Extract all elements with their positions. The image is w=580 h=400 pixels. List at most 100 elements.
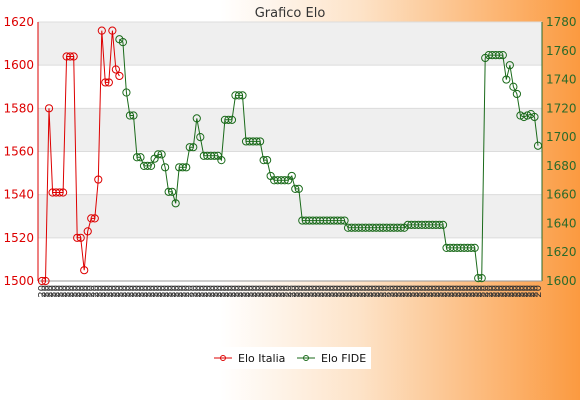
data-point <box>470 243 479 253</box>
x-tick-label: 20 <box>435 285 446 298</box>
x-tick-label: 20 <box>325 285 336 298</box>
x-tick-label: 20 <box>146 285 157 298</box>
x-tick-label: 20 <box>375 285 386 298</box>
x-tick-label: 20 <box>79 285 90 298</box>
data-point <box>474 274 483 283</box>
x-tick-label: 20 <box>361 285 372 298</box>
x-tick-label: 20 <box>65 285 76 298</box>
legend-label: Elo FIDE <box>321 352 366 365</box>
x-tick-label: 20 <box>533 285 544 298</box>
y-right-tick-label: 1760 <box>546 44 577 58</box>
x-tick-label: 20 <box>304 285 315 298</box>
data-point <box>146 161 156 170</box>
x-tick-label: 20 <box>86 285 97 298</box>
x-tick-label: 20 <box>241 285 252 298</box>
data-point <box>519 112 529 122</box>
x-tick-label: 20 <box>392 285 403 298</box>
x-tick-label: 20 <box>181 285 192 298</box>
x-tick-label: 20 <box>157 285 168 298</box>
data-point <box>435 220 444 229</box>
x-tick-label: 20 <box>104 285 115 298</box>
data-point <box>164 187 173 196</box>
data-point <box>495 50 504 60</box>
x-tick-label: 20 <box>403 285 414 298</box>
data-point <box>217 156 226 165</box>
x-tick-label: 20 <box>347 285 358 298</box>
data-point <box>161 163 170 172</box>
x-tick-label: 20 <box>252 285 263 298</box>
x-tick-label: 20 <box>223 285 234 298</box>
y-right-tick-label: 1640 <box>546 216 577 230</box>
x-tick-label: 20 <box>234 285 245 298</box>
x-tick-label: 20 <box>494 285 505 298</box>
data-point <box>255 137 265 146</box>
data-point <box>340 216 349 225</box>
data-point <box>125 111 135 120</box>
data-point <box>182 163 191 172</box>
legend-swatch-marker <box>220 355 226 361</box>
data-point <box>73 233 82 242</box>
x-tick-label: 20 <box>340 285 351 298</box>
data-point <box>129 111 138 120</box>
x-tick-label: 20 <box>41 285 52 298</box>
x-tick-label: 20 <box>301 285 312 298</box>
x-tick-label: 20 <box>153 285 164 298</box>
x-tick-label: 20 <box>174 285 185 298</box>
x-tick-label: 20 <box>83 285 94 298</box>
x-tick-label: 20 <box>322 285 333 298</box>
data-point <box>104 78 113 87</box>
x-tick-label: 20 <box>143 285 154 298</box>
x-tick-label: 20 <box>209 285 220 298</box>
y-right-tick-label: 1600 <box>546 274 577 288</box>
x-tick-label: 20 <box>505 285 516 298</box>
x-tick-label: 20 <box>51 285 62 298</box>
series-0 <box>37 26 124 286</box>
data-point <box>234 91 244 100</box>
legend-label: Elo Italia <box>238 352 285 365</box>
x-tick-label: 20 <box>259 285 270 298</box>
data-point <box>76 233 85 242</box>
x-tick-label: 20 <box>283 285 294 298</box>
x-tick-label: 20 <box>420 285 431 298</box>
x-tick-label: 20 <box>160 285 171 298</box>
x-tick-label: 20 <box>238 285 249 298</box>
x-tick-label: 20 <box>118 285 129 298</box>
x-tick-label: 20 <box>357 285 368 298</box>
grid-band <box>38 108 542 152</box>
x-tick-label: 20 <box>424 285 435 298</box>
y-left-tick-label: 1540 <box>3 188 34 202</box>
data-point <box>55 188 64 197</box>
data-point <box>90 214 99 223</box>
x-tick-label: 20 <box>216 285 227 298</box>
data-point <box>396 223 405 232</box>
plot-area <box>37 21 543 282</box>
data-point <box>153 150 163 159</box>
x-tick-label: 20 <box>399 285 410 298</box>
x-tick-label: 20 <box>97 285 108 298</box>
x-tick-label: 20 <box>385 285 396 298</box>
x-tick-label: 20 <box>343 285 354 298</box>
x-tick-label: 20 <box>90 285 101 298</box>
data-point <box>132 153 142 162</box>
x-tick-label: 20 <box>164 285 175 298</box>
data-point <box>37 276 47 286</box>
data-point <box>280 176 289 185</box>
data-point <box>136 153 145 162</box>
data-point <box>101 78 110 87</box>
x-tick-label: 20 <box>442 285 453 298</box>
data-point <box>438 220 448 229</box>
x-tick-label: 20 <box>515 285 526 298</box>
data-point <box>94 175 103 184</box>
y-right-tick-label: 1620 <box>546 245 577 259</box>
x-tick-label: 20 <box>199 285 210 298</box>
data-point <box>59 188 68 197</box>
data-point <box>83 227 92 236</box>
x-tick-label: 20 <box>456 285 467 298</box>
x-tick-label: 20 <box>477 285 488 298</box>
x-tick-label: 20 <box>487 285 498 298</box>
x-tick-label: 20 <box>269 285 280 298</box>
x-tick-label: 20 <box>44 285 55 298</box>
x-tick-label: 20 <box>410 285 421 298</box>
data-point <box>238 91 247 100</box>
x-tick-label: 20 <box>318 285 329 298</box>
